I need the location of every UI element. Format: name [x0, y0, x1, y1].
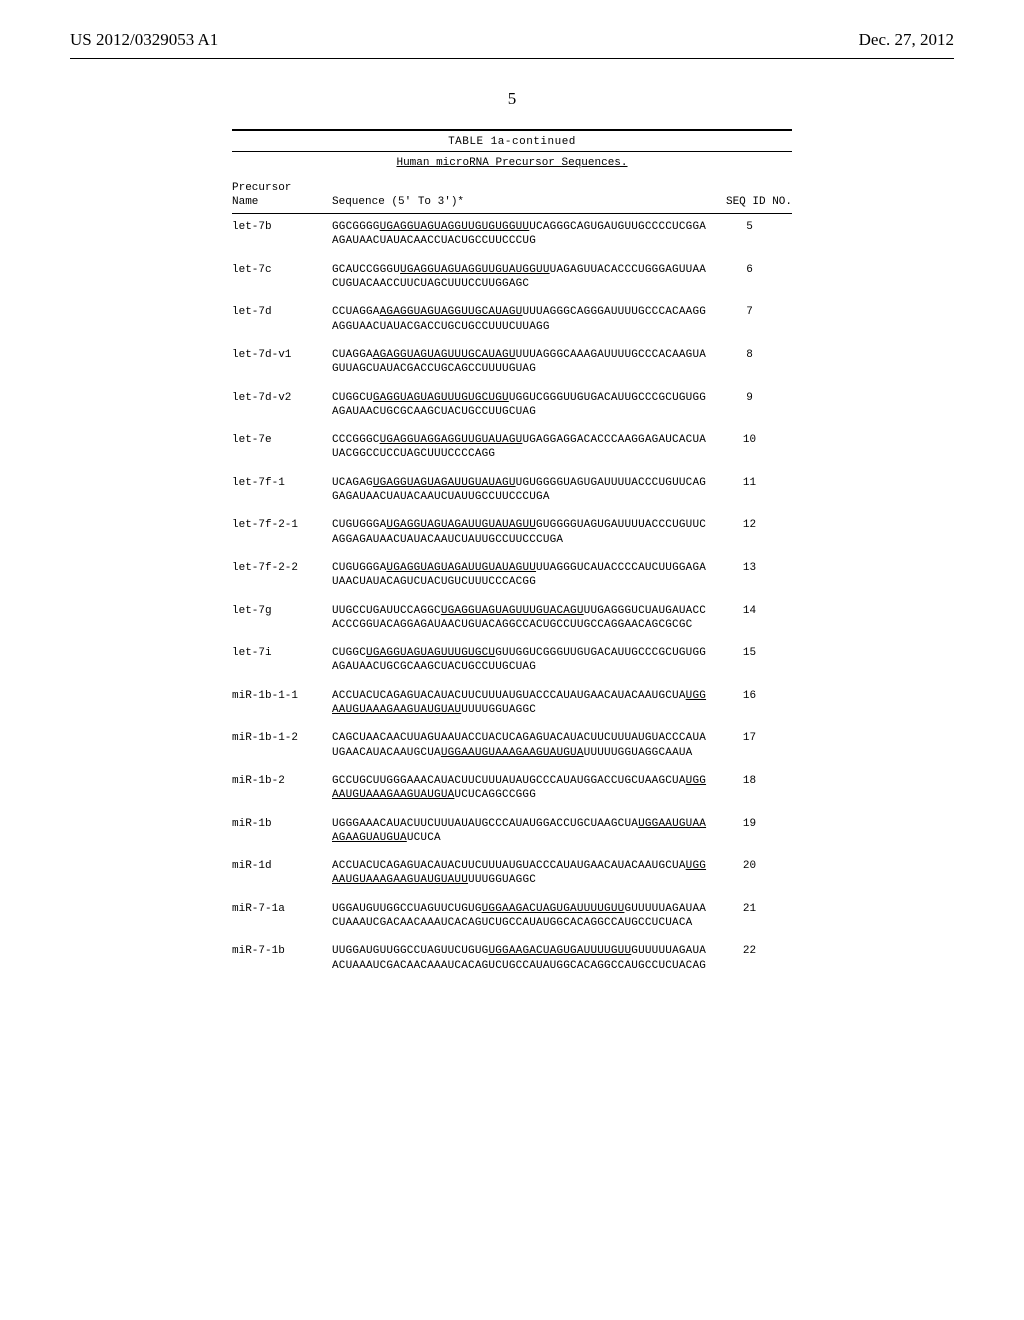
- sequence: UUGGAUGUUGGCCUAGUUCUGUGUGGAAGACUAGUGAUUU…: [332, 944, 707, 973]
- seq-id: 17: [707, 731, 792, 760]
- precursor-name: miR-7-1b: [232, 944, 332, 973]
- sequence: UGGGAAACAUACUUCUUUAUAUGCCCAUAUGGACCUGCUA…: [332, 817, 707, 846]
- precursor-name: miR-1b: [232, 817, 332, 846]
- sequence: CUGUGGGAUGAGGUAGUAGAUUGUAUAGUUGUGGGGUAGU…: [332, 518, 707, 547]
- page-number: 5: [0, 89, 1024, 109]
- seq-id: 20: [707, 859, 792, 888]
- precursor-name: let-7d-v2: [232, 391, 332, 420]
- precursor-name: let-7g: [232, 604, 332, 633]
- col-name-l2: Name: [232, 196, 258, 208]
- seq-id: 21: [707, 902, 792, 931]
- sequence: ACCUACUCAGAGUACAUACUUCUUUAUGUACCCAUAUGAA…: [332, 859, 707, 888]
- sequence: GCAUCCGGGUUGAGGUAGUAGGUUGUAUGGUUUAGAGUUA…: [332, 263, 707, 292]
- table-row: let-7iCUGGCUGAGGUAGUAGUUUGUGCUGUUGGUCGGG…: [232, 646, 792, 675]
- seq-id: 7: [707, 305, 792, 334]
- precursor-name: miR-1d: [232, 859, 332, 888]
- seq-id: 9: [707, 391, 792, 420]
- seq-id: 10: [707, 433, 792, 462]
- precursor-name: let-7d-v1: [232, 348, 332, 377]
- seq-id: 13: [707, 561, 792, 590]
- seq-id: 16: [707, 689, 792, 718]
- col-header-name: Precursor Name: [232, 181, 332, 210]
- sequence: CAGCUAACAACUUAGUAAUACCUACUCAGAGUACAUACUU…: [332, 731, 707, 760]
- sequence: CUGUGGGAUGAGGUAGUAGAUUGUAUAGUUUUAGGGUCAU…: [332, 561, 707, 590]
- sequence: GGCGGGGUGAGGUAGUAGGUUGUGUGGUUUCAGGGCAGUG…: [332, 220, 707, 249]
- table-caption: TABLE 1a-continued: [232, 129, 792, 151]
- table-row: miR-1dACCUACUCAGAGUACAUACUUCUUUAUGUACCCA…: [232, 859, 792, 888]
- table-row: let-7cGCAUCCGGGUUGAGGUAGUAGGUUGUAUGGUUUA…: [232, 263, 792, 292]
- precursor-name: let-7e: [232, 433, 332, 462]
- precursor-name: let-7c: [232, 263, 332, 292]
- table-row: miR-7-1bUUGGAUGUUGGCCUAGUUCUGUGUGGAAGACU…: [232, 944, 792, 973]
- seq-id: 12: [707, 518, 792, 547]
- page-header: US 2012/0329053 A1 Dec. 27, 2012: [0, 0, 1024, 58]
- sequence: UGGAUGUUGGCCUAGUUCUGUGUGGAAGACUAGUGAUUUU…: [332, 902, 707, 931]
- table-row: let-7d-v1CUAGGAAGAGGUAGUAGUUUGCAUAGUUUUA…: [232, 348, 792, 377]
- table-row: let-7f-2-1CUGUGGGAUGAGGUAGUAGAUUGUAUAGUU…: [232, 518, 792, 547]
- table-row: let-7dCCUAGGAAGAGGUAGUAGGUUGCAUAGUUUUAGG…: [232, 305, 792, 334]
- column-headers: Precursor Name Sequence (5' To 3')* SEQ …: [232, 175, 792, 215]
- table-row: let-7eCCCGGGCUGAGGUAGGAGGUUGUAUAGUUGAGGA…: [232, 433, 792, 462]
- table-row: let-7gUUGCCUGAUUCCAGGCUGAGGUAGUAGUUUGUAC…: [232, 604, 792, 633]
- seq-id: 18: [707, 774, 792, 803]
- sequence: CCCGGGCUGAGGUAGGAGGUUGUAUAGUUGAGGAGGACAC…: [332, 433, 707, 462]
- seq-id: 19: [707, 817, 792, 846]
- precursor-name: miR-1b-2: [232, 774, 332, 803]
- seq-id: 5: [707, 220, 792, 249]
- seq-id: 15: [707, 646, 792, 675]
- seq-id: 14: [707, 604, 792, 633]
- table-row: miR-7-1aUGGAUGUUGGCCUAGUUCUGUGUGGAAGACUA…: [232, 902, 792, 931]
- sequence: CUAGGAAGAGGUAGUAGUUUGCAUAGUUUUAGGGCAAAGA…: [332, 348, 707, 377]
- sequence: CUGGCUGAGGUAGUAGUUUGUGCUGUUGGUCGGGUUGUGA…: [332, 646, 707, 675]
- precursor-name: let-7f-2-1: [232, 518, 332, 547]
- table-subtitle: Human microRNA Precursor Sequences.: [232, 151, 792, 174]
- seq-id: 22: [707, 944, 792, 973]
- col-name-l1: Precursor: [232, 182, 291, 194]
- table-row: miR-1b-1-1ACCUACUCAGAGUACAUACUUCUUUAUGUA…: [232, 689, 792, 718]
- sequence: ACCUACUCAGAGUACAUACUUCUUUAUGUACCCAUAUGAA…: [332, 689, 707, 718]
- seq-id: 11: [707, 476, 792, 505]
- sequence: GCCUGCUUGGGAAACAUACUUCUUUAUAUGCCCAUAUGGA…: [332, 774, 707, 803]
- precursor-name: miR-1b-1-2: [232, 731, 332, 760]
- precursor-name: let-7d: [232, 305, 332, 334]
- table-row: miR-1b-2GCCUGCUUGGGAAACAUACUUCUUUAUAUGCC…: [232, 774, 792, 803]
- publication-date: Dec. 27, 2012: [859, 30, 954, 50]
- precursor-name: miR-1b-1-1: [232, 689, 332, 718]
- sequence: UUGCCUGAUUCCAGGCUGAGGUAGUAGUUUGUACAGUUUG…: [332, 604, 707, 633]
- rows-container: let-7bGGCGGGGUGAGGUAGUAGGUUGUGUGGUUUCAGG…: [232, 214, 792, 973]
- seq-id: 6: [707, 263, 792, 292]
- sequence: UCAGAGUGAGGUAGUAGAUUGUAUAGUUGUGGGGUAGUGA…: [332, 476, 707, 505]
- precursor-name: let-7f-2-2: [232, 561, 332, 590]
- col-header-seqid: SEQ ID NO.: [707, 181, 792, 210]
- precursor-name: miR-7-1a: [232, 902, 332, 931]
- precursor-name: let-7i: [232, 646, 332, 675]
- table-row: let-7f-1UCAGAGUGAGGUAGUAGAUUGUAUAGUUGUGG…: [232, 476, 792, 505]
- table-row: let-7d-v2CUGGCUGAGGUAGUAGUUUGUGCUGUUGGUC…: [232, 391, 792, 420]
- col-header-seq: Sequence (5' To 3')*: [332, 181, 707, 210]
- table-row: miR-1b-1-2CAGCUAACAACUUAGUAAUACCUACUCAGA…: [232, 731, 792, 760]
- seq-id: 8: [707, 348, 792, 377]
- table-row: let-7bGGCGGGGUGAGGUAGUAGGUUGUGUGGUUUCAGG…: [232, 220, 792, 249]
- table-row: let-7f-2-2CUGUGGGAUGAGGUAGUAGAUUGUAUAGUU…: [232, 561, 792, 590]
- sequence: CUGGCUGAGGUAGUAGUUUGUGCUGUUGGUCGGGUUGUGA…: [332, 391, 707, 420]
- precursor-name: let-7b: [232, 220, 332, 249]
- sequence: CCUAGGAAGAGGUAGUAGGUUGCAUAGUUUUAGGGCAGGG…: [332, 305, 707, 334]
- patent-number: US 2012/0329053 A1: [70, 30, 218, 50]
- header-rule: [70, 58, 954, 59]
- table-row: miR-1bUGGGAAACAUACUUCUUUAUAUGCCCAUAUGGAC…: [232, 817, 792, 846]
- precursor-name: let-7f-1: [232, 476, 332, 505]
- sequence-table: TABLE 1a-continued Human microRNA Precur…: [232, 129, 792, 973]
